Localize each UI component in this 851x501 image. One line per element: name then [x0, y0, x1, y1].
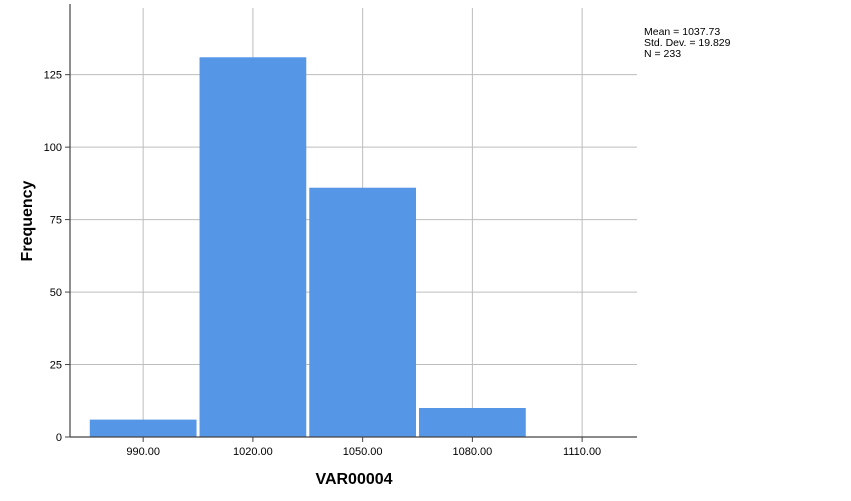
stats-mean: Mean = 1037.73: [644, 26, 720, 38]
bar-layer: [89, 57, 526, 437]
y-axis-title: Frequency: [19, 180, 36, 261]
y-tick-label: 100: [44, 142, 62, 154]
axis-layer: [65, 4, 637, 442]
y-tick-label: 125: [44, 70, 62, 82]
histogram-bar: [419, 408, 526, 437]
stats-std-dev: Std. Dev. = 19.829: [644, 37, 731, 49]
stats-n: N = 233: [644, 48, 681, 60]
y-tick-label: 50: [50, 287, 62, 299]
x-axis-title: VAR00004: [315, 471, 392, 488]
y-tick-label: 25: [50, 360, 62, 372]
x-tick-label: 1020.00: [233, 446, 273, 458]
x-tick-label: 1050.00: [343, 446, 383, 458]
histogram-bar: [199, 57, 307, 437]
y-tick-label: 75: [50, 215, 62, 227]
histogram-bar: [309, 187, 417, 437]
x-tick-label: 1110.00: [563, 446, 601, 458]
x-tick-label: 1080.00: [453, 446, 493, 458]
y-tick-label: 0: [56, 432, 62, 444]
stats-box: Mean = 1037.73 Std. Dev. = 19.829 N = 23…: [644, 26, 731, 60]
label-layer: 0 25 50 75 100 125 990.00 1020.00 1050.00 1080.00…: [44, 70, 602, 458]
x-tick-label: 990.00: [126, 446, 160, 458]
histogram-bar: [89, 419, 197, 437]
